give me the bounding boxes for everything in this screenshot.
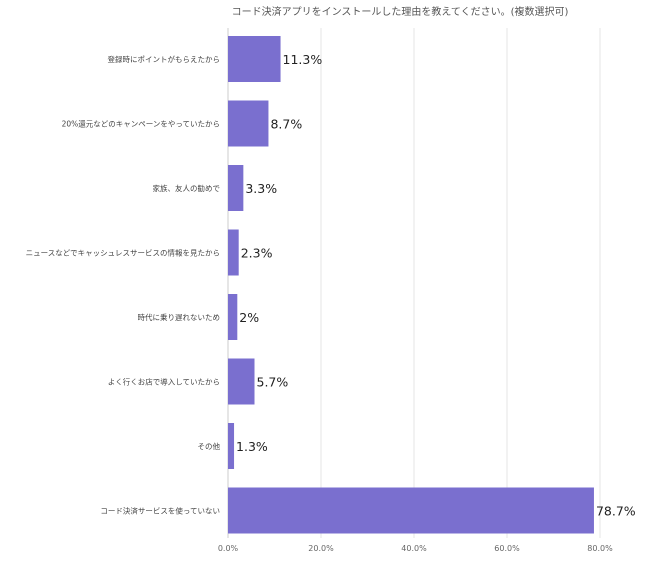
- category-label: その他: [198, 441, 221, 451]
- category-label: 時代に乗り遅れないため: [138, 312, 221, 322]
- category-label: よく行くお店で導入していたから: [108, 377, 220, 387]
- x-tick-label: 80.0%: [587, 544, 613, 553]
- x-tick-label: 60.0%: [494, 544, 520, 553]
- x-tick-label: 0.0%: [218, 544, 239, 553]
- bar: [228, 229, 239, 276]
- category-label: コード決済サービスを使っていない: [100, 506, 220, 516]
- data-label: 1.3%: [236, 439, 268, 454]
- bar: [228, 487, 594, 534]
- bar: [228, 36, 281, 82]
- category-label: 20%還元などのキャンペーンをやっていたから: [62, 119, 220, 129]
- data-label: 5.7%: [257, 375, 289, 390]
- data-label: 3.3%: [245, 181, 277, 196]
- bar: [228, 423, 235, 469]
- x-tick-label: 40.0%: [401, 544, 427, 553]
- category-label: ニュースなどでキャッシュレスサービスの情報を見たから: [26, 248, 220, 258]
- label-layer: 登録時にポイントがもらえたから 11.3% 20%還元などのキャンペーンをやっていた…: [26, 52, 636, 519]
- data-label: 2%: [239, 310, 259, 325]
- bar: [228, 294, 238, 340]
- data-label: 11.3%: [283, 52, 323, 67]
- data-label: 8.7%: [270, 117, 302, 132]
- tick-layer: 0.0% 20.0% 40.0% 60.0% 80.0%: [218, 544, 613, 553]
- bar: [228, 100, 269, 147]
- bar-layer: [228, 36, 594, 534]
- chart-title: コード決済アプリをインストールした理由を教えてください。(複数選択可): [232, 5, 569, 18]
- data-label: 2.3%: [241, 246, 273, 261]
- data-label: 78.7%: [596, 504, 636, 519]
- grid-layer: [227, 28, 601, 538]
- category-label: 登録時にポイントがもらえたから: [108, 54, 221, 64]
- x-tick-label: 20.0%: [308, 544, 334, 553]
- category-label: 家族、友人の勧めで: [153, 183, 221, 193]
- bar: [228, 165, 244, 211]
- bar: [228, 358, 255, 405]
